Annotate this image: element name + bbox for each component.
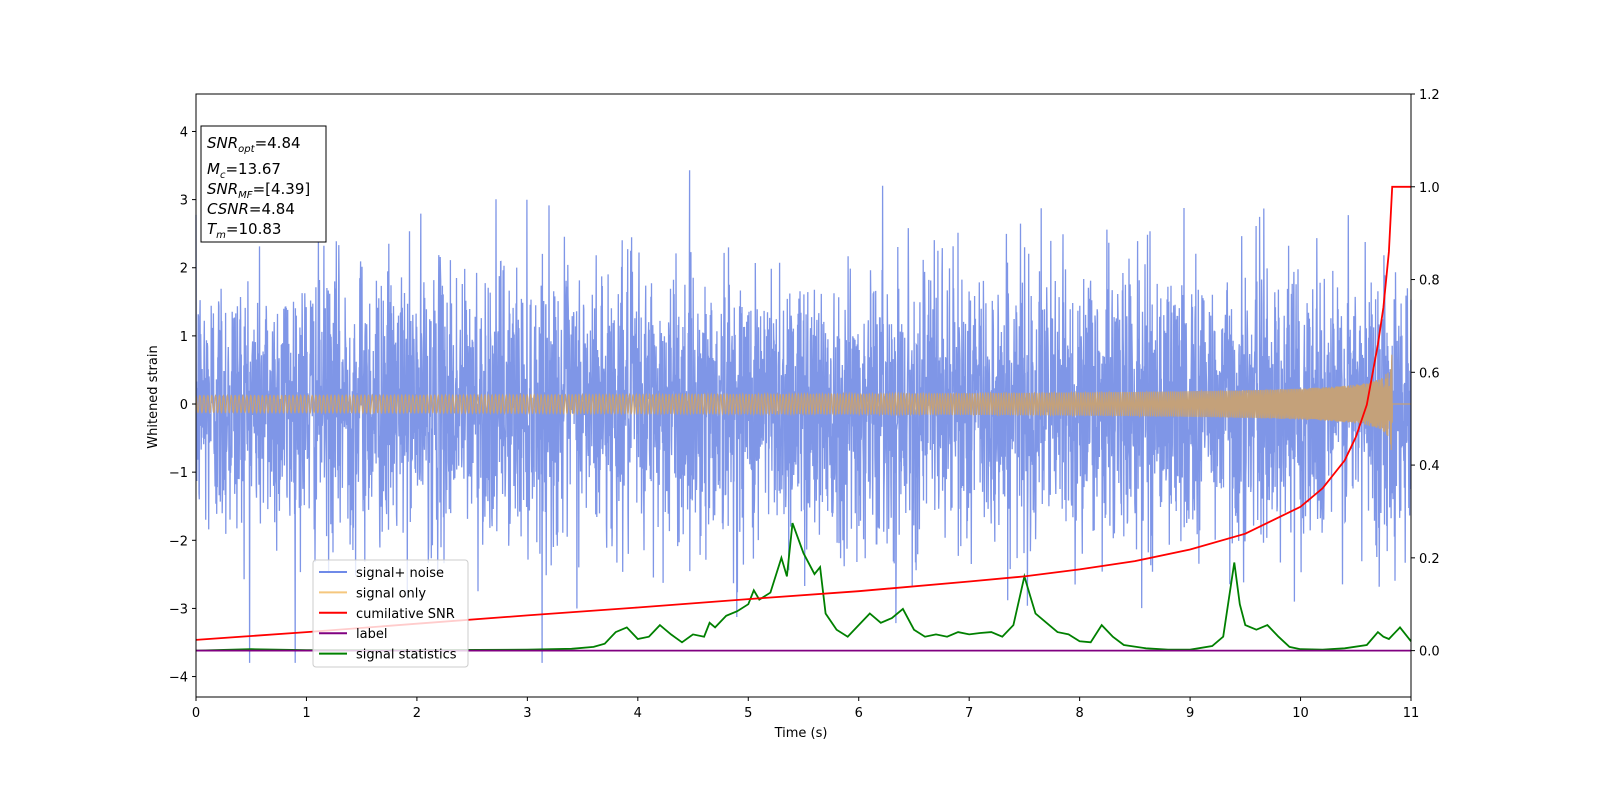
y-right-tick-label: 0.0	[1419, 645, 1440, 660]
x-tick-label: 3	[523, 706, 531, 721]
legend-item-label: signal+ noise	[356, 566, 444, 581]
plot-frame	[195, 93, 1412, 698]
signal-noise-line	[195, 170, 1412, 663]
x-tick-label: 7	[965, 706, 973, 721]
x-tick-label: 4	[634, 706, 642, 721]
y-right-tick-label: 0.2	[1419, 552, 1440, 567]
y-left-tick-label: 2	[180, 262, 188, 277]
series-signal-noise	[195, 170, 1412, 663]
annotation-tm: Tm=10.83	[207, 220, 281, 241]
y-right-tick-label: 1.2	[1419, 88, 1440, 103]
y-axis-label: Whitened strain	[146, 345, 161, 448]
x-tick-label: 2	[413, 706, 421, 721]
series-signal-only	[195, 354, 1411, 451]
x-tick-label: 10	[1292, 706, 1309, 721]
y-left-tick-label: 0	[180, 398, 188, 413]
y-left-tick-label: −1	[169, 466, 188, 481]
legend-item-label: label	[356, 627, 387, 642]
annotation-csnr: CSNR=4.84	[207, 200, 295, 218]
x-tick-label: 11	[1403, 706, 1420, 721]
y-left-tick-label: −4	[169, 671, 188, 686]
legend-box	[312, 559, 469, 668]
y-left-tick-label: −2	[169, 534, 188, 549]
legend-item-label: signal statistics	[356, 648, 457, 663]
annotation-box: SNRopt=4.84 Mc=13.67 SNRMF=[4.39] CSNR=4…	[200, 125, 327, 243]
x-tick-label: 5	[744, 706, 752, 721]
y-left-tick-label: −3	[169, 602, 188, 617]
y-left-tick-label: 3	[180, 194, 188, 209]
signal-only-line	[195, 354, 1411, 451]
x-tick-label: 9	[1186, 706, 1194, 721]
legend-item-label: cumilative SNR	[356, 607, 455, 622]
y-right-tick-label: 0.8	[1419, 274, 1440, 289]
series-line-cumilative-snr	[195, 185, 1411, 641]
x-tick-label: 1	[302, 706, 310, 721]
y-left-tick-label: 4	[180, 125, 188, 140]
axes: 0 1 2 3 4 5 6 7 8 9 10 1143210−1−2−3−41.21.00.80.60…	[169, 88, 1440, 721]
series-line-signal-statistics	[195, 522, 1412, 652]
x-tick-label: 0	[192, 706, 200, 721]
y-left-tick-label: 1	[180, 330, 188, 345]
y-right-tick-label: 0.6	[1419, 366, 1440, 381]
y-right-tick-label: 1.0	[1419, 181, 1440, 196]
x-tick-label: 6	[855, 706, 863, 721]
legend: signal+ noise signal only cumilative SNR la…	[312, 559, 469, 668]
x-tick-label: 8	[1075, 706, 1083, 721]
x-axis-label: Time (s)	[774, 726, 828, 741]
annotation-snr-mf: SNRMF=[4.39]	[207, 180, 310, 201]
annotation-mc: Mc=13.67	[207, 160, 281, 181]
annotation-snr-opt: SNRopt=4.84	[207, 134, 301, 155]
y-right-tick-label: 0.4	[1419, 459, 1440, 474]
legend-item-label: signal only	[356, 586, 426, 601]
